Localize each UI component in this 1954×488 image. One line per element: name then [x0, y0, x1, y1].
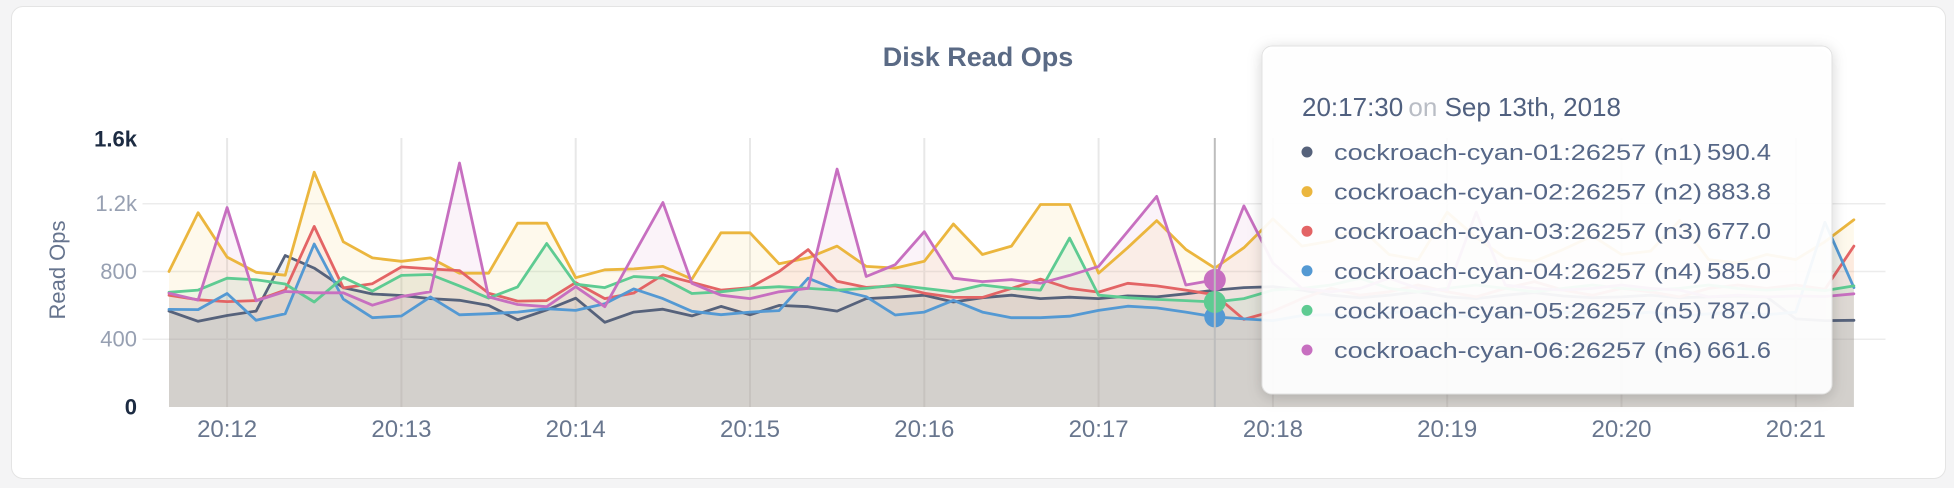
svg-text:Disk Read Ops: Disk Read Ops — [883, 42, 1074, 72]
svg-text:20:13: 20:13 — [371, 416, 431, 443]
svg-text:Read Ops: Read Ops — [45, 220, 70, 319]
svg-text:20:21: 20:21 — [1766, 416, 1826, 443]
svg-text:cockroach-cyan-03:26257 (n3): cockroach-cyan-03:26257 (n3) — [1334, 219, 1702, 244]
svg-text:cockroach-cyan-02:26257 (n2): cockroach-cyan-02:26257 (n2) — [1334, 180, 1702, 205]
svg-text:585.0: 585.0 — [1707, 258, 1771, 284]
svg-text:787.0: 787.0 — [1707, 297, 1771, 323]
svg-text:677.0: 677.0 — [1707, 218, 1771, 244]
svg-text:20:14: 20:14 — [546, 416, 606, 443]
svg-text:cockroach-cyan-06:26257 (n6): cockroach-cyan-06:26257 (n6) — [1334, 338, 1702, 363]
svg-text:0: 0 — [125, 395, 137, 420]
svg-text:cockroach-cyan-01:26257 (n1): cockroach-cyan-01:26257 (n1) — [1334, 140, 1702, 165]
svg-text:20:18: 20:18 — [1243, 416, 1303, 443]
svg-text:cockroach-cyan-05:26257 (n5): cockroach-cyan-05:26257 (n5) — [1334, 298, 1702, 323]
svg-text:20:17: 20:17 — [1069, 416, 1129, 443]
svg-text:883.8: 883.8 — [1707, 179, 1771, 205]
svg-text:cockroach-cyan-04:26257 (n4): cockroach-cyan-04:26257 (n4) — [1334, 259, 1702, 284]
svg-text:590.4: 590.4 — [1707, 139, 1771, 165]
svg-text:20:17:30 on Sep 13th, 2018: 20:17:30 on Sep 13th, 2018 — [1302, 92, 1621, 122]
svg-text:800: 800 — [100, 259, 137, 284]
svg-text:20:20: 20:20 — [1591, 416, 1651, 443]
svg-text:661.6: 661.6 — [1707, 337, 1771, 363]
svg-text:1.2k: 1.2k — [95, 191, 138, 216]
svg-text:20:19: 20:19 — [1417, 416, 1477, 443]
svg-text:400: 400 — [100, 327, 137, 352]
svg-text:20:16: 20:16 — [894, 416, 954, 443]
svg-text:1.6k: 1.6k — [94, 126, 138, 151]
svg-text:20:12: 20:12 — [197, 416, 257, 443]
svg-text:20:15: 20:15 — [720, 416, 780, 443]
